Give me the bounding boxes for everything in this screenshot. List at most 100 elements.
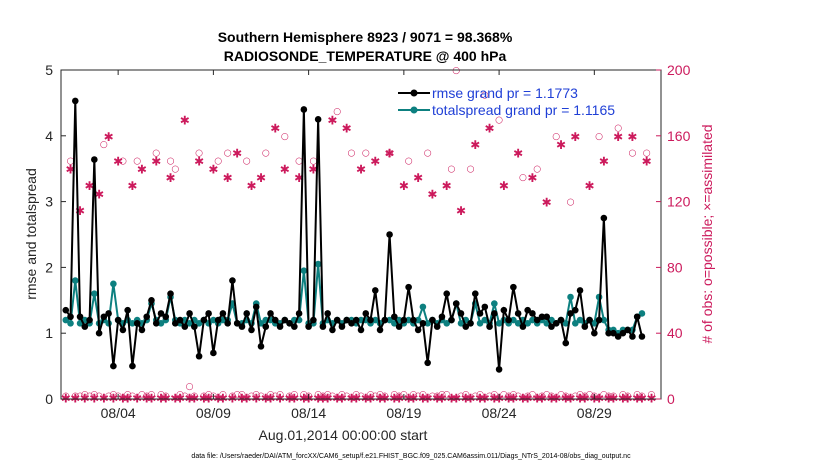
rmse-point xyxy=(310,316,317,324)
rmse-point xyxy=(162,313,170,321)
obs-possible-point: ○ xyxy=(438,390,446,400)
obs-assimilated-point: ✱ xyxy=(489,391,499,405)
totalspread-point xyxy=(71,277,79,284)
obs-assimilated-point: ✱ xyxy=(642,154,652,168)
obs-possible-point: ○ xyxy=(319,392,327,402)
totalspread-point xyxy=(371,316,379,324)
rmse-point xyxy=(538,313,546,321)
obs-assimilated-point: ✱ xyxy=(332,391,342,405)
obs-possible-point: ○ xyxy=(300,390,308,400)
obs-possible-point: ○ xyxy=(171,165,179,175)
rmse-point xyxy=(405,283,412,291)
obs-assimilated-point: ✱ xyxy=(261,391,271,405)
totalspread-point xyxy=(476,320,484,327)
rmse-point xyxy=(191,323,198,330)
obs-assimilated-point: ✱ xyxy=(85,179,95,193)
obs-possible-point: ○ xyxy=(76,392,84,402)
obs-possible-point: ○ xyxy=(409,390,417,400)
chart-title-line2: RADIOSONDE_TEMPERATURE @ 400 hPa xyxy=(224,48,507,64)
obs-assimilated-point: ✱ xyxy=(232,146,242,160)
obs-assimilated-point: ✱ xyxy=(385,146,395,160)
obs-possible-point: ○ xyxy=(567,198,575,208)
totalspread-point xyxy=(638,310,646,317)
rmse-point xyxy=(248,326,255,334)
obs-assimilated-point: ✱ xyxy=(251,391,261,405)
obs-assimilated-point: ✱ xyxy=(461,391,471,405)
x-tick-label: 08/09 xyxy=(196,405,231,421)
rmse-point xyxy=(157,310,165,317)
rmse-point xyxy=(543,313,551,321)
obs-assimilated-point: ✱ xyxy=(508,391,518,405)
rmse-point xyxy=(229,277,236,284)
obs-possible-point: ○ xyxy=(595,132,603,142)
rmse-point xyxy=(319,323,327,330)
rmse-point xyxy=(481,303,489,311)
rmse-point xyxy=(224,320,231,327)
obs-possible-point: ○ xyxy=(371,392,379,402)
y-axis-left: 0 1 2 3 4 5 xyxy=(45,62,66,407)
totalspread-point xyxy=(300,267,308,274)
totalspread-point xyxy=(495,320,503,327)
obs-assimilated-point: ✱ xyxy=(61,391,71,405)
obs-possible-point: ○ xyxy=(105,392,113,402)
obs-assimilated-point: ✱ xyxy=(542,196,552,210)
rmse-point xyxy=(214,316,222,324)
rmse-point xyxy=(348,320,355,327)
x-tick-label: 08/14 xyxy=(291,405,326,421)
rmse-point xyxy=(100,313,108,321)
rmse-point xyxy=(295,310,303,317)
obs-assimilated-point: ✱ xyxy=(465,391,475,405)
obs-assimilated-point: ✱ xyxy=(323,391,333,405)
obs-assimilated-point: ✱ xyxy=(485,122,495,136)
rmse-point xyxy=(143,313,151,321)
obs-possible-point: ○ xyxy=(290,390,298,400)
chart-title-line1: Southern Hemisphere 8923 / 9071 = 98.368… xyxy=(218,29,513,45)
obs-possible-point: ○ xyxy=(348,148,356,158)
obs-assimilated-point: ✱ xyxy=(170,391,180,405)
rmse-point xyxy=(614,333,622,340)
rmse-point xyxy=(586,316,593,324)
obs-assimilated-point: ✱ xyxy=(175,391,185,405)
obs-assimilated-point: ✱ xyxy=(556,138,566,152)
obs-assimilated-point: ✱ xyxy=(270,122,280,136)
obs-possible-point: ○ xyxy=(205,390,213,400)
obs-assimilated-point: ✱ xyxy=(94,187,104,201)
rmse-point xyxy=(524,306,531,314)
rmse-point xyxy=(238,323,246,330)
obs-possible-point: ○ xyxy=(271,392,279,402)
obs-assimilated-point: ✱ xyxy=(565,391,575,405)
totalspread-point xyxy=(567,293,574,301)
obs-possible-point: ○ xyxy=(252,390,260,400)
rmse-point xyxy=(619,329,627,337)
obs-possible-point: ○ xyxy=(533,165,541,175)
obs-possible-point: ○ xyxy=(248,392,256,402)
obs-assimilated-point: ✱ xyxy=(475,391,485,405)
rmse-point xyxy=(305,323,312,330)
y-tick-label: 2 xyxy=(45,259,53,275)
obs-possible-point: ○ xyxy=(352,390,360,400)
totalspread-point xyxy=(386,316,393,324)
y-axis-label: rmse and totalspread xyxy=(23,168,39,300)
obs-possible-point: ○ xyxy=(333,107,341,117)
obs-assimilated-point: ✱ xyxy=(585,179,595,193)
obs-assimilated-point: ✱ xyxy=(65,163,75,177)
rmse-point xyxy=(500,306,508,314)
obs-assimilated-point: ✱ xyxy=(151,154,161,168)
obs-possible-point: ○ xyxy=(619,390,627,400)
obs-possible-point: ○ xyxy=(633,390,641,400)
rmse-point xyxy=(300,106,308,113)
totalspread-point xyxy=(591,320,598,327)
obs-assimilated-point: ✱ xyxy=(280,163,290,177)
obs-assimilated-point: ✱ xyxy=(408,391,418,405)
rmse-point xyxy=(414,326,422,334)
obs-possible-point: ○ xyxy=(167,156,175,166)
obs-assimilated-point: ✱ xyxy=(432,391,442,405)
obs-possible-point: ○ xyxy=(362,148,370,158)
obs-possible-point: ○ xyxy=(433,392,441,402)
obs-possible-point: ○ xyxy=(462,390,470,400)
rmse-point xyxy=(462,323,470,330)
rmse-point xyxy=(357,326,365,334)
obs-possible-point: ○ xyxy=(148,390,156,400)
obs-assimilated-point: ✱ xyxy=(375,391,385,405)
obs-assimilated-point: ✱ xyxy=(327,113,337,127)
